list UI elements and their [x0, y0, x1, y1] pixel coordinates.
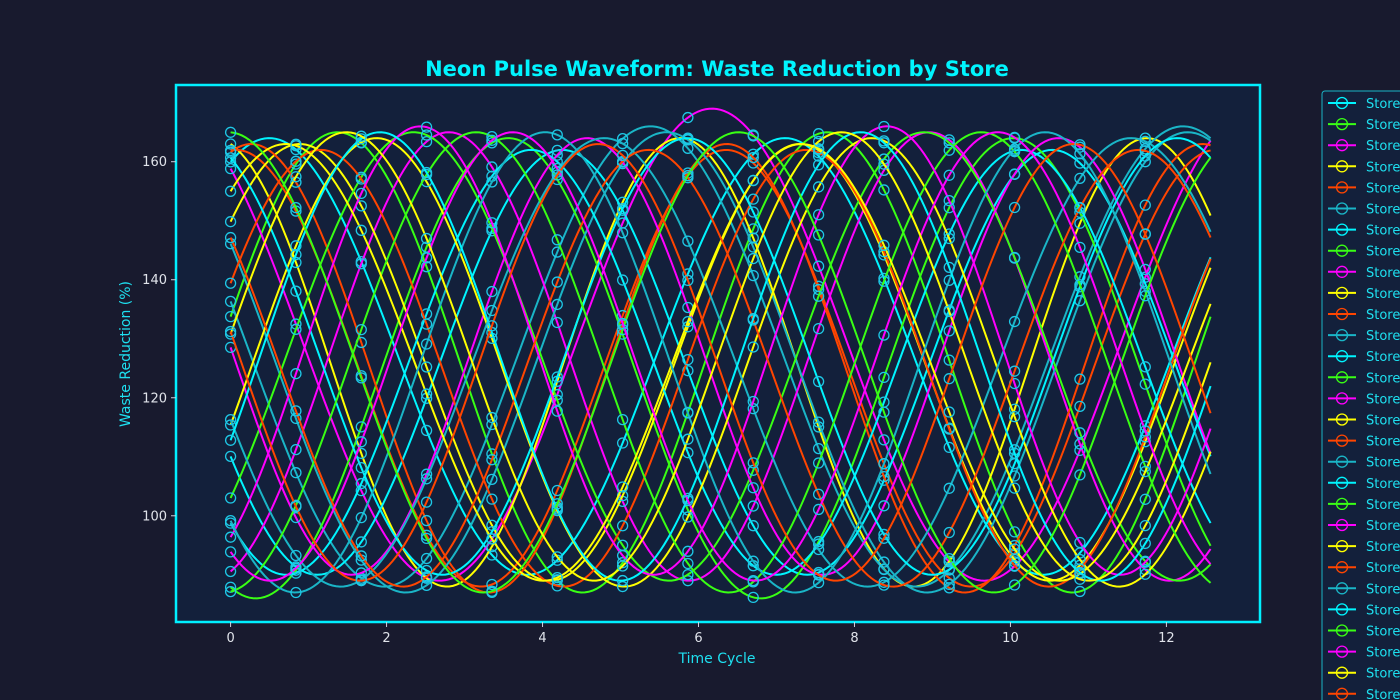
y-tick-label: 100	[142, 509, 167, 524]
legend-label: Store 13	[1366, 350, 1400, 365]
legend-label: Store 24	[1366, 582, 1400, 597]
x-tick-label: 6	[694, 631, 702, 646]
x-axis: 0 2 4 6 8 10 12	[226, 622, 1174, 646]
legend-label: Store 23	[1366, 561, 1400, 576]
legend-label: Store 6	[1366, 203, 1400, 218]
legend-label: Store 4	[1366, 160, 1400, 175]
legend-label: Store 26	[1366, 625, 1400, 640]
x-tick-label: 0	[226, 631, 234, 646]
legend-label: Store 10	[1366, 287, 1400, 302]
legend-label: Store 15	[1366, 392, 1400, 407]
y-axis-label: Waste Reduction (%)	[118, 281, 134, 427]
legend-label: Store 28	[1366, 667, 1400, 682]
legend-label: Store 7	[1366, 224, 1400, 239]
y-tick-label: 160	[142, 155, 167, 170]
legend-label: Store 22	[1366, 540, 1400, 555]
x-axis-label: Time Cycle	[678, 651, 756, 667]
legend-label: Store 29	[1366, 688, 1400, 700]
x-tick-label: 2	[382, 631, 390, 646]
legend-label: Store 11	[1366, 308, 1400, 323]
x-tick-label: 12	[1158, 631, 1175, 646]
legend-label: Store 5	[1366, 181, 1400, 196]
legend-label: Store 2	[1366, 118, 1400, 133]
legend-label: Store 1	[1366, 97, 1400, 112]
legend-label: Store 17	[1366, 435, 1400, 450]
x-tick-label: 10	[1002, 631, 1019, 646]
y-tick-label: 120	[142, 391, 167, 406]
legend-label: Store 19	[1366, 477, 1400, 492]
chart-title: Neon Pulse Waveform: Waste Reduction by …	[425, 57, 1009, 81]
legend-label: Store 16	[1366, 414, 1400, 429]
y-tick-label: 140	[142, 273, 167, 288]
x-tick-label: 4	[538, 631, 546, 646]
x-tick-label: 8	[850, 631, 858, 646]
legend-label: Store 8	[1366, 245, 1400, 260]
legend-label: Store 18	[1366, 456, 1400, 471]
legend-label: Store 25	[1366, 603, 1400, 618]
legend-label: Store 12	[1366, 329, 1400, 344]
legend: Store 1 Store 2 Store 3 Store 4 Store 5 Store…	[1322, 91, 1400, 700]
legend-label: Store 20	[1366, 498, 1400, 513]
legend-label: Store 9	[1366, 266, 1400, 281]
legend-label: Store 14	[1366, 371, 1400, 386]
legend-label: Store 21	[1366, 519, 1400, 534]
legend-label: Store 3	[1366, 139, 1400, 154]
y-axis: 100 120 140 160	[142, 155, 176, 524]
legend-label: Store 27	[1366, 646, 1400, 661]
